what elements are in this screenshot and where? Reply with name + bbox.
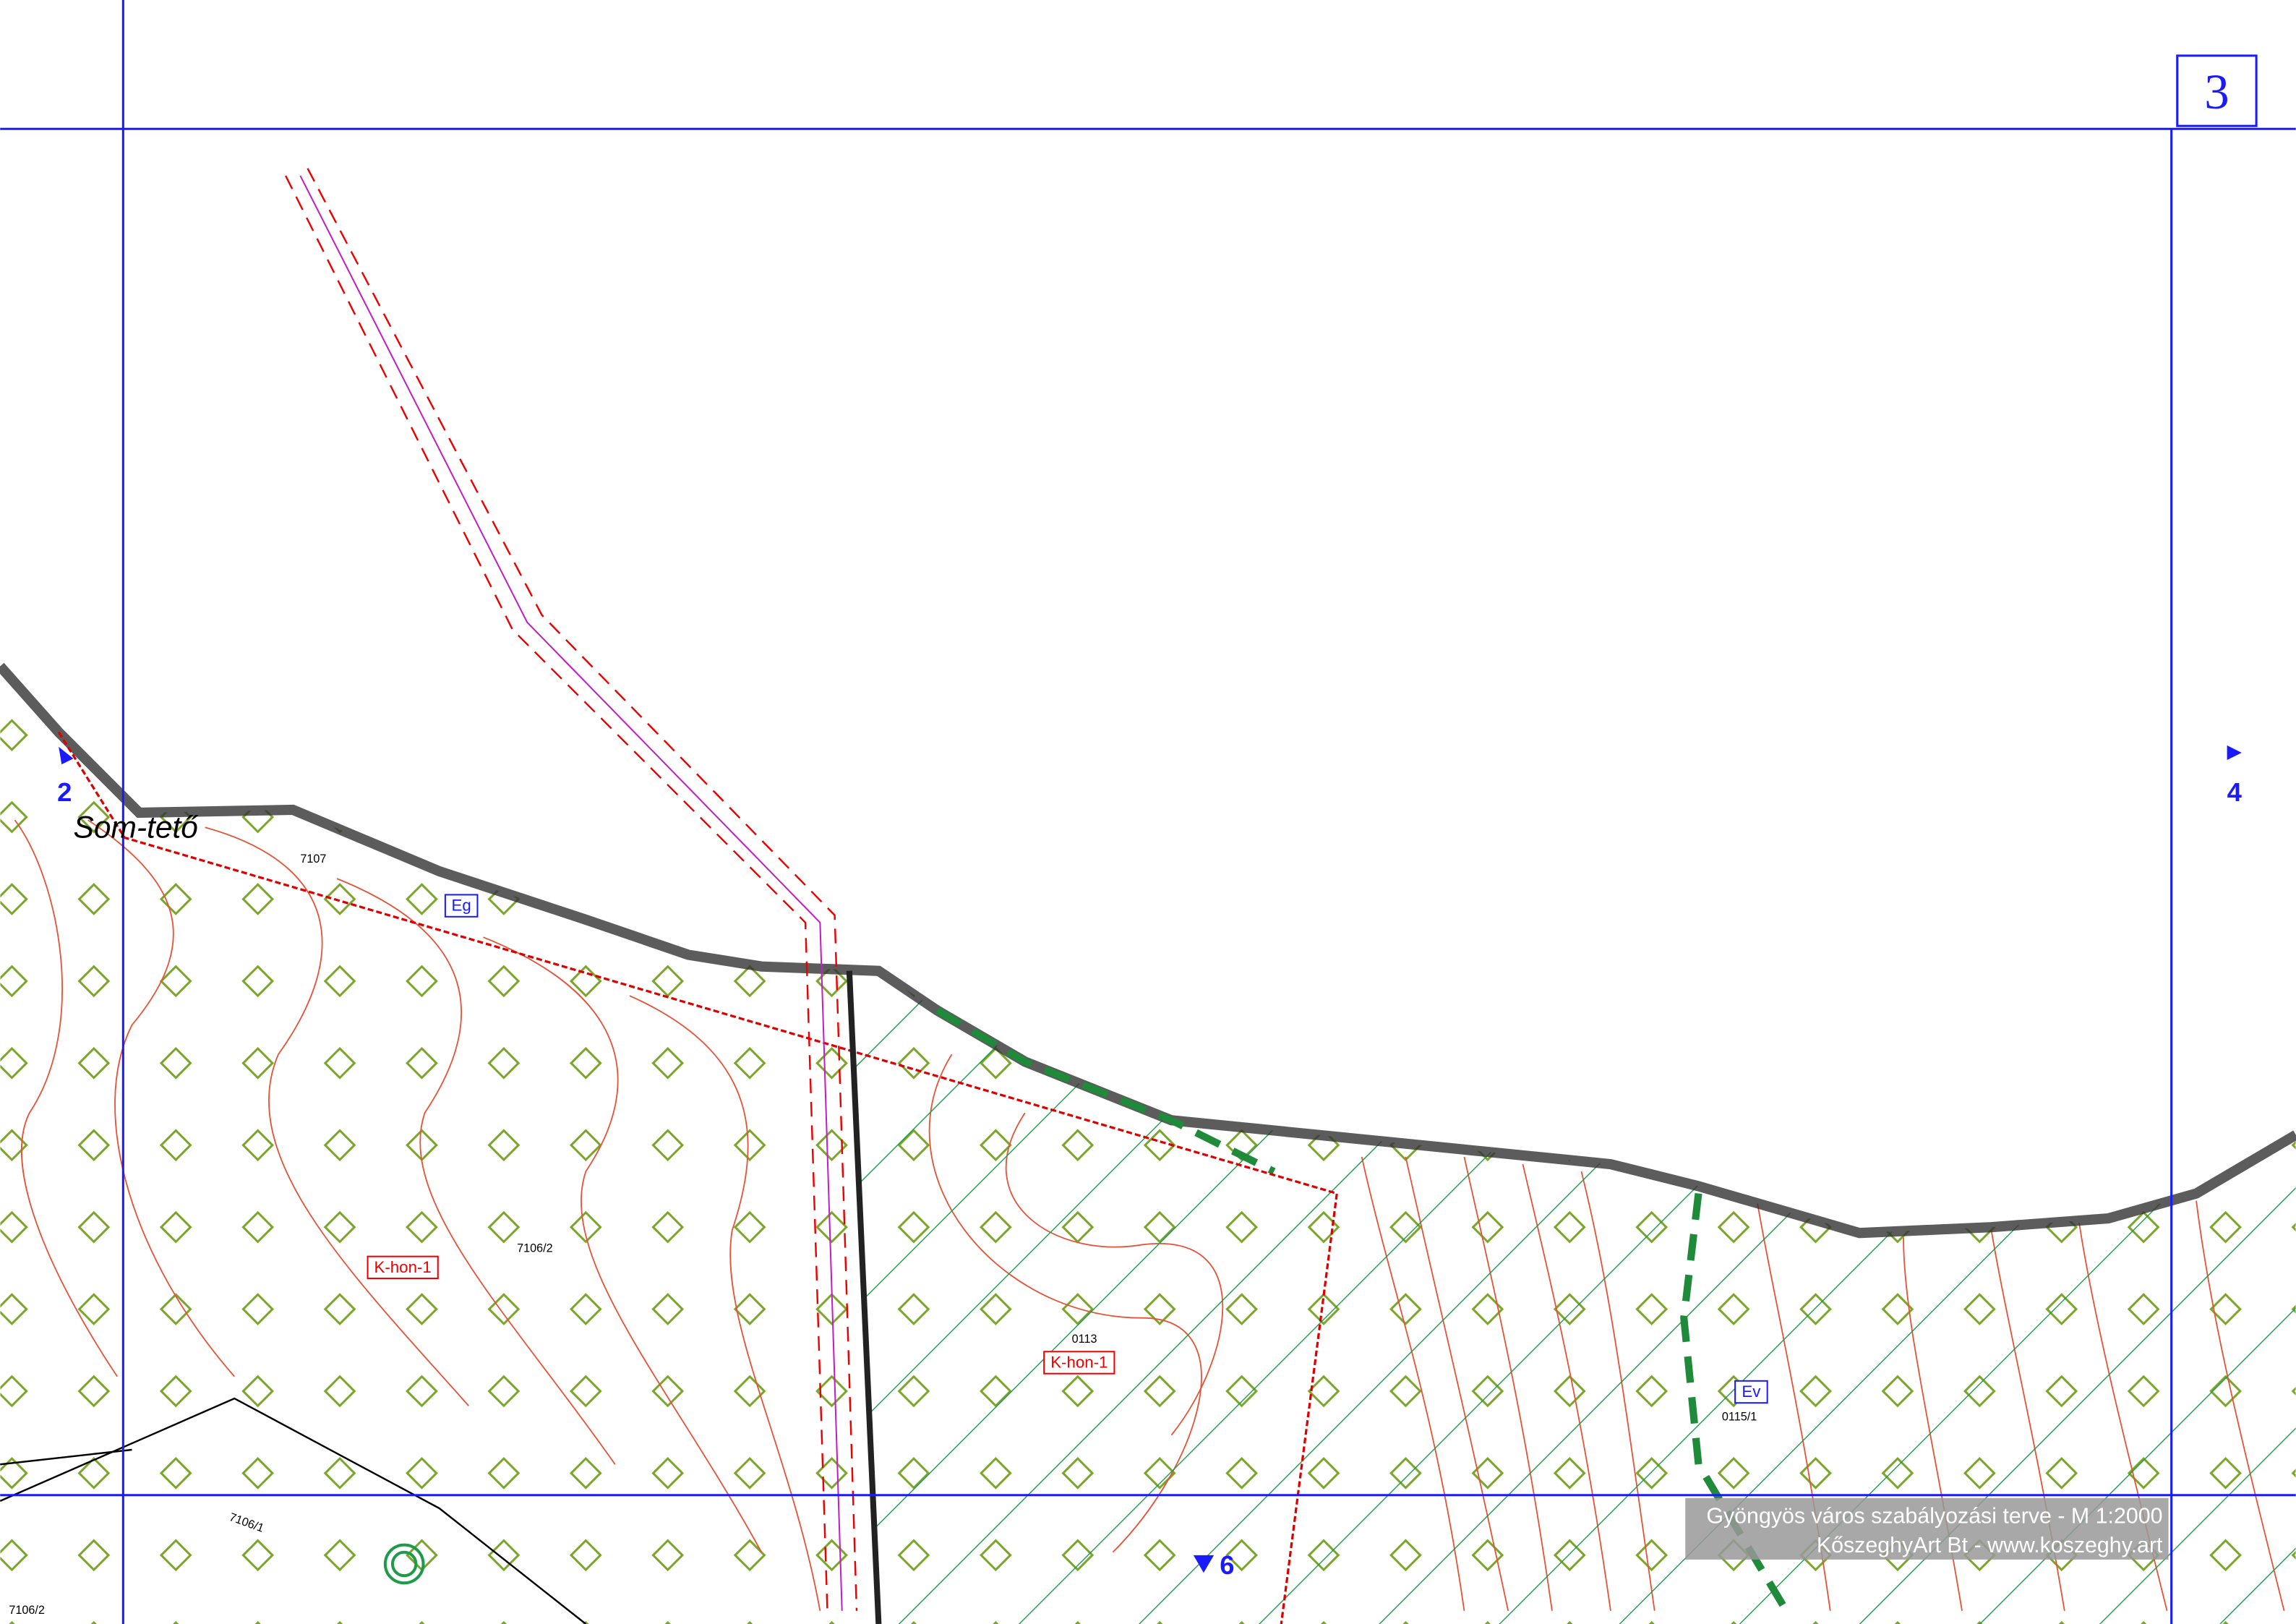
- road: [846, 970, 882, 1624]
- neighbor-sheet: 2: [57, 777, 72, 807]
- symbol-circle: [383, 1543, 425, 1585]
- pipeline-corridor: [285, 168, 858, 1611]
- pipeline: [299, 175, 843, 1611]
- parcel-boundary: [57, 731, 1339, 1624]
- neighbor-sheet: 4: [2227, 777, 2243, 807]
- parcel-number: 0113: [1072, 1333, 1097, 1346]
- parcel-number: 7106/2: [517, 1242, 553, 1255]
- footer-box: [1685, 1497, 2169, 1560]
- parcel-number: 0115/1: [1722, 1410, 1757, 1423]
- zone-code: K-hon-1: [1050, 1354, 1108, 1372]
- zone-box: [1734, 1380, 1768, 1404]
- zone-code: Ev: [1742, 1382, 1761, 1401]
- green-boundary: [1680, 1192, 1790, 1613]
- neighbor-sheet: 6: [1220, 1550, 1234, 1580]
- road-edge: [0, 1397, 587, 1624]
- zone-code: K-hon-1: [374, 1258, 432, 1276]
- sheet-box: [2176, 54, 2258, 127]
- arrow: [2227, 745, 2242, 761]
- green-boundary: [935, 1007, 1276, 1175]
- arrow: [59, 746, 74, 765]
- arrow: [1193, 1555, 1215, 1573]
- zone-code: Eg: [452, 897, 471, 915]
- zone-box: [1043, 1351, 1115, 1375]
- symbol-circle: [390, 1550, 418, 1578]
- sheet-number: 3: [2204, 64, 2229, 119]
- zone-box: [444, 894, 479, 918]
- parcel-number: 7107: [300, 852, 326, 866]
- place-name: Som-tető: [73, 810, 199, 845]
- parcel-number: 7106/2: [9, 1604, 45, 1617]
- footer-title: Gyöngyös város szabályozási terve - M 1:…: [1706, 1504, 2162, 1528]
- zone-box: [367, 1255, 439, 1280]
- footer-credit: KőszeghyArt Bt - www.koszeghy.art: [1817, 1534, 2163, 1557]
